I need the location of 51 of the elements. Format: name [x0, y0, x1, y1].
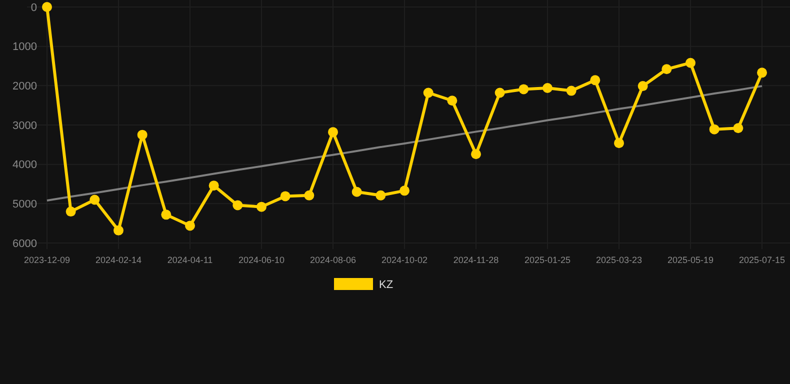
point [542, 83, 552, 94]
point [304, 190, 314, 200]
point [566, 86, 576, 96]
point [447, 96, 458, 106]
x-tick-label: 2024-11-28 [453, 255, 499, 265]
x-tick-label: 2025-03-23 [596, 255, 642, 265]
line-series [46, 85, 763, 202]
point [471, 149, 481, 160]
point [518, 84, 529, 94]
x-tick-label: 2024-08-06 [310, 255, 356, 265]
point [66, 206, 76, 217]
point [161, 210, 172, 220]
point [328, 127, 338, 138]
x-tick-label: 2025-05-19 [667, 255, 714, 265]
point [90, 194, 100, 205]
point [590, 75, 600, 86]
x-tick-label: 2023-12-09 [24, 255, 70, 265]
point [137, 130, 148, 140]
point [42, 2, 52, 12]
y-tick-label: 0 [30, 2, 37, 14]
point [662, 64, 672, 74]
point [494, 88, 505, 98]
point [733, 123, 744, 134]
y-tick-label: 1000 [12, 41, 37, 54]
point [686, 58, 696, 68]
point [185, 220, 195, 231]
point [208, 180, 219, 191]
y-tick-label: 2000 [12, 80, 37, 93]
point [400, 186, 410, 196]
x-tick-label: 2024-10-02 [381, 255, 428, 265]
legend-label: KZ [379, 278, 394, 291]
x-tick-label: 2024-06-10 [238, 255, 285, 265]
point [280, 191, 290, 202]
y-tick-label: 6000 [12, 238, 37, 250]
point [352, 186, 362, 197]
point [638, 81, 648, 92]
point [256, 202, 266, 212]
point [757, 68, 767, 78]
y-tick-label: 5000 [12, 198, 37, 211]
point [376, 190, 386, 200]
point [614, 138, 624, 148]
point [232, 200, 243, 210]
point [709, 124, 720, 134]
y-tick-label: 3000 [12, 120, 37, 132]
x-tick-label: 2025-07-15 [738, 255, 786, 265]
x-tick-label: 2024-02-14 [95, 255, 142, 265]
x-tick-label: 2025-01-25 [524, 255, 571, 265]
x-tick-label: 2024-04-11 [167, 255, 213, 265]
point [423, 88, 434, 98]
y-tick-label: 4000 [12, 159, 37, 172]
point [114, 225, 124, 236]
